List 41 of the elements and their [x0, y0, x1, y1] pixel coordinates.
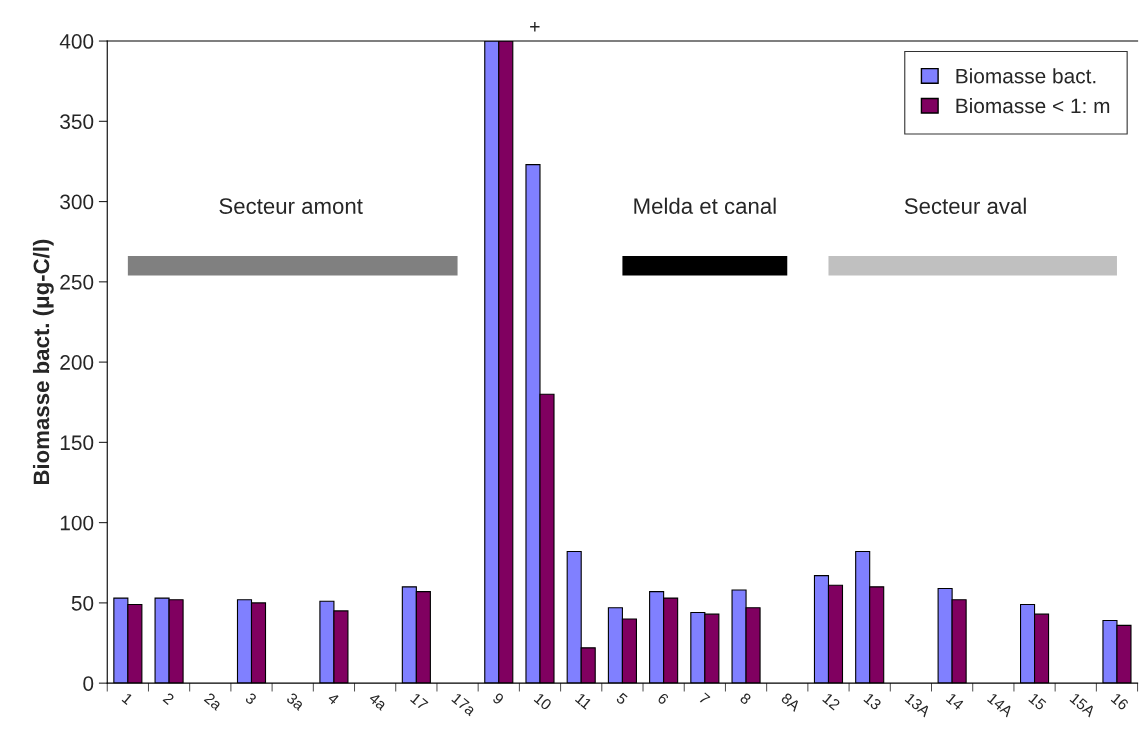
x-tick-label: 3	[244, 692, 258, 706]
legend-label: Biomasse bact.	[956, 68, 1096, 84]
x-tick-label: 13	[863, 692, 882, 711]
y-tick-label: 300	[60, 194, 94, 210]
x-tick-label: 8A	[780, 692, 802, 713]
x-tick-label: 17a	[451, 692, 477, 717]
x-tick-label: 2	[162, 692, 175, 705]
y-tick-label: 150	[60, 435, 94, 451]
y-tick-label: 50	[71, 595, 94, 611]
y-tick-label: 250	[60, 274, 94, 290]
y-tick-label: 400	[59, 34, 94, 49]
y-tick-label: 0	[83, 676, 94, 691]
x-tick-label: 16	[1110, 692, 1130, 711]
x-tick-label: 9	[492, 692, 505, 706]
text: +	[530, 22, 540, 32]
x-tick-label: 14A	[987, 692, 1014, 718]
x-tick-label: 6	[657, 692, 670, 706]
x-tick-label: 14	[945, 692, 965, 711]
x-tick-label: 4a	[368, 692, 388, 712]
x-tick-label: 13A	[904, 692, 932, 718]
y-tick-label: 200	[60, 355, 94, 370]
y-axis-title: Biomasse bact. (μg-C/l)	[32, 239, 54, 485]
x-tick-label: 8	[739, 692, 752, 706]
legend-label: Biomasse < 1: m	[956, 97, 1110, 114]
annotation: Melda et canal	[634, 197, 776, 214]
x-tick-label: 3a	[285, 692, 306, 712]
x-tick-label: 17	[410, 692, 429, 711]
x-tick-label: 15	[1028, 692, 1047, 711]
annotation: Secteur amont	[219, 198, 363, 214]
x-tick-label: 5	[615, 692, 629, 706]
x-tick-label: 1	[121, 692, 134, 705]
x-tick-label: 10	[533, 692, 553, 711]
x-tick-label: 11	[574, 692, 593, 710]
x-tick-label: 12	[822, 692, 841, 711]
x-tick-label: 2a	[203, 692, 224, 712]
x-tick-label: 4	[327, 692, 340, 706]
x-tick-label: 15A	[1069, 692, 1097, 718]
y-tick-label: 350	[60, 114, 94, 130]
y-tick-label: 100	[60, 515, 94, 531]
x-tick-label: 7	[698, 692, 711, 705]
annotation: Secteur aval	[904, 197, 1026, 214]
